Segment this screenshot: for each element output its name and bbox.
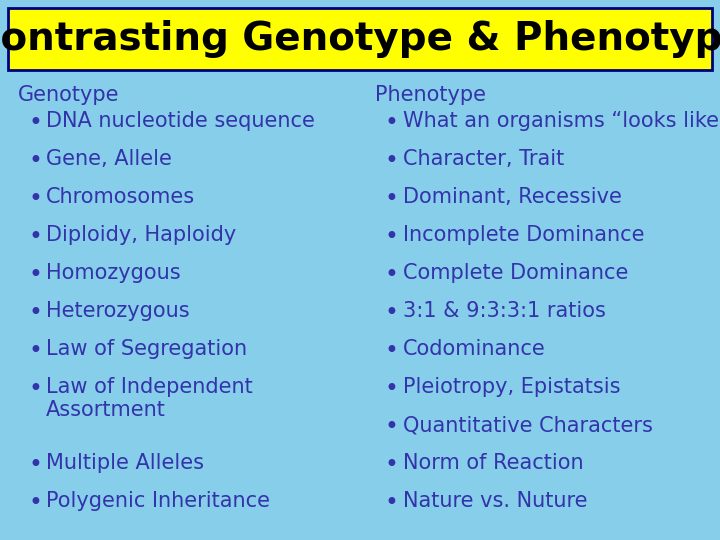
Text: Diploidy, Haploidy: Diploidy, Haploidy [46,225,236,245]
Text: •: • [385,453,399,477]
Text: •: • [28,263,42,287]
Text: •: • [385,415,399,439]
Text: •: • [28,149,42,173]
Text: •: • [28,377,42,401]
Text: What an organisms “looks like”: What an organisms “looks like” [403,111,720,131]
Text: Pleiotropy, Epistatsis: Pleiotropy, Epistatsis [403,377,621,397]
Text: Norm of Reaction: Norm of Reaction [403,453,584,473]
Text: •: • [385,339,399,363]
Text: Law of Independent
Assortment: Law of Independent Assortment [46,377,253,420]
Text: Incomplete Dominance: Incomplete Dominance [403,225,644,245]
Text: •: • [385,111,399,135]
Text: Dominant, Recessive: Dominant, Recessive [403,187,622,207]
Text: Complete Dominance: Complete Dominance [403,263,629,283]
Text: Quantitative Characters: Quantitative Characters [403,415,653,435]
Text: •: • [28,301,42,325]
Text: Phenotype: Phenotype [375,85,486,105]
Text: •: • [28,491,42,515]
Text: Homozygous: Homozygous [46,263,181,283]
Text: Heterozygous: Heterozygous [46,301,189,321]
Text: DNA nucleotide sequence: DNA nucleotide sequence [46,111,315,131]
Text: •: • [385,491,399,515]
Text: Law of Segregation: Law of Segregation [46,339,247,359]
Text: •: • [28,111,42,135]
Text: •: • [28,339,42,363]
Text: Codominance: Codominance [403,339,546,359]
Text: Nature vs. Nuture: Nature vs. Nuture [403,491,588,511]
Text: •: • [385,263,399,287]
Text: •: • [28,187,42,211]
Text: Character, Trait: Character, Trait [403,149,564,169]
Text: Contrasting Genotype & Phenotype: Contrasting Genotype & Phenotype [0,20,720,58]
Text: •: • [385,187,399,211]
Text: •: • [385,301,399,325]
Text: Genotype: Genotype [18,85,120,105]
Bar [8,8,712,70]
Text: •: • [385,149,399,173]
Text: •: • [28,225,42,249]
Text: •: • [28,453,42,477]
Text: •: • [385,377,399,401]
Text: •: • [385,225,399,249]
Text: Gene, Allele: Gene, Allele [46,149,172,169]
Text: Multiple Alleles: Multiple Alleles [46,453,204,473]
Text: Polygenic Inheritance: Polygenic Inheritance [46,491,270,511]
Text: Chromosomes: Chromosomes [46,187,195,207]
Text: 3:1 & 9:3:3:1 ratios: 3:1 & 9:3:3:1 ratios [403,301,606,321]
